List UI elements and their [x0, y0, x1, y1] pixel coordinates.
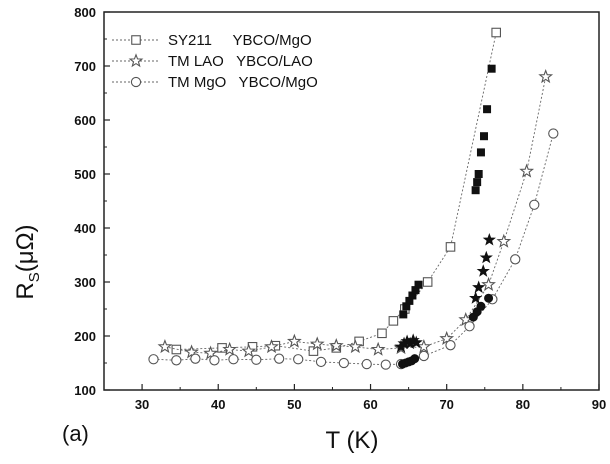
- data-point-open: [251, 354, 262, 365]
- series-circle: [148, 128, 559, 370]
- x-axis-label: T (K): [326, 427, 379, 454]
- data-point-filled: [484, 293, 494, 303]
- data-point-filled: [474, 170, 483, 178]
- x-tick-label: 30: [135, 397, 149, 412]
- legend-entry-label: TM MgO YBCO/MgO: [168, 74, 318, 91]
- data-point-open: [422, 277, 433, 287]
- data-point-open: [347, 339, 363, 354]
- y-tick-label: 200: [74, 329, 96, 344]
- x-tick-label: 90: [592, 397, 606, 412]
- data-point-filled: [471, 186, 480, 195]
- series-line: [164, 76, 547, 354]
- data-point-open: [548, 128, 559, 139]
- data-point-open: [264, 339, 279, 354]
- legend-marker-square: [131, 35, 141, 45]
- x-tick-label: 70: [439, 397, 453, 412]
- data-point-open: [370, 341, 386, 356]
- series-star: [157, 69, 554, 360]
- data-point-open: [538, 69, 554, 84]
- data-point-open: [361, 358, 372, 370]
- ticks-layer: 30 40 50 60 70 80 90 100 200 300 400 500 600 700 800: [74, 5, 606, 412]
- data-point-open: [328, 337, 344, 353]
- x-tick-label: 60: [363, 397, 377, 412]
- data-point-open: [309, 336, 325, 351]
- data-point-open: [464, 321, 475, 332]
- x-tick-label: 50: [287, 397, 301, 412]
- data-point-open: [519, 163, 535, 178]
- data-point-open: [157, 339, 173, 354]
- data-point-open: [171, 355, 182, 366]
- y-tick-label: 100: [74, 383, 96, 398]
- y-axis-label: RS(μΩ): [12, 224, 43, 299]
- series-line: [153, 133, 554, 366]
- y-tick-label: 300: [74, 275, 96, 290]
- y-tick-label: 700: [74, 59, 96, 74]
- data-point-filled: [414, 280, 423, 289]
- legend-marker-circle: [130, 76, 142, 88]
- legend: SY211 YBCO/MgO TM LAO YBCO/LAO TM MgO YBCO…: [112, 32, 318, 91]
- data-point-filled: [476, 148, 485, 157]
- series-layer: [148, 27, 559, 370]
- data-point-open: [388, 316, 399, 326]
- data-point-filled: [410, 354, 420, 364]
- data-point-open: [308, 346, 319, 356]
- data-point-open: [496, 233, 512, 248]
- data-point-open: [274, 353, 285, 364]
- y-axis-label-subscript: S: [26, 272, 43, 282]
- data-point-open: [293, 354, 304, 365]
- y-tick-label: 600: [74, 113, 96, 128]
- data-point-filled: [487, 64, 496, 73]
- data-point-filled: [476, 301, 486, 311]
- data-point-filled: [482, 232, 496, 246]
- data-point-open: [228, 354, 239, 365]
- data-point-open: [418, 350, 429, 362]
- data-point-filled: [472, 280, 486, 294]
- legend-entry-label: TM LAO YBCO/LAO: [168, 53, 313, 70]
- x-tick-label: 40: [211, 397, 225, 412]
- data-point-open: [510, 254, 521, 265]
- y-axis-label-main: R: [12, 282, 39, 299]
- legend-entry-label: SY211 YBCO/MgO: [168, 32, 312, 49]
- data-point-open: [315, 356, 327, 368]
- y-tick-label: 500: [74, 167, 96, 182]
- data-point-open: [209, 355, 220, 366]
- data-point-open: [222, 341, 238, 356]
- data-point-open: [171, 344, 182, 355]
- panel-label: (a): [62, 421, 89, 446]
- data-point-open: [203, 345, 219, 360]
- data-point-open: [445, 340, 456, 351]
- data-point-filled: [473, 178, 482, 187]
- data-point-filled: [480, 132, 489, 141]
- data-point-filled: [476, 264, 490, 277]
- data-point-open: [529, 199, 540, 210]
- x-tick-label: 80: [516, 397, 530, 412]
- data-point-open: [491, 27, 501, 38]
- y-tick-label: 800: [74, 5, 96, 20]
- y-tick-label: 400: [74, 221, 96, 236]
- data-point-filled: [399, 310, 408, 319]
- data-point-filled: [483, 105, 492, 114]
- data-point-open: [241, 343, 257, 358]
- data-point-filled: [479, 250, 493, 264]
- data-point-open: [338, 357, 350, 369]
- data-point-open: [416, 339, 432, 354]
- y-axis-label-unit: (μΩ): [12, 224, 39, 272]
- data-point-open: [445, 242, 456, 252]
- data-point-open: [286, 333, 302, 348]
- legend-marker-star: [128, 53, 144, 68]
- data-point-open: [439, 330, 455, 345]
- data-point-open: [190, 353, 201, 364]
- data-point-open: [148, 354, 159, 365]
- data-point-open: [481, 276, 496, 291]
- data-point-open: [380, 359, 391, 370]
- data-point-filled: [469, 291, 483, 304]
- data-point-open: [377, 328, 387, 339]
- data-point-open: [184, 344, 199, 359]
- data-point-filled: [409, 335, 423, 349]
